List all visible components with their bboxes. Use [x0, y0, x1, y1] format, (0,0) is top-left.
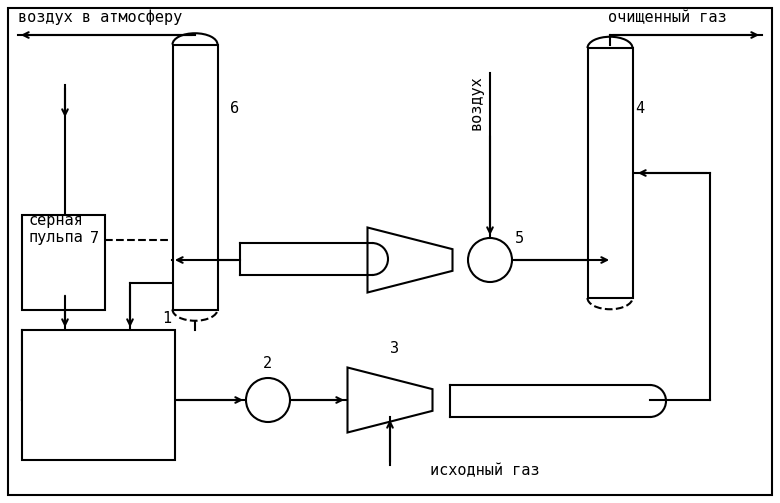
Circle shape: [468, 238, 512, 282]
Bar: [22, 215, 105, 310]
Text: воздух: воздух: [469, 75, 484, 130]
Bar: [172, 44, 218, 309]
Text: 4: 4: [635, 101, 644, 116]
Text: серная
пульпа: серная пульпа: [28, 213, 83, 245]
Text: воздух в атмосферу: воздух в атмосферу: [18, 10, 183, 25]
Text: 2: 2: [263, 356, 272, 371]
Text: 7: 7: [90, 231, 99, 246]
Circle shape: [246, 378, 290, 422]
Text: 1: 1: [162, 311, 171, 326]
Text: 6: 6: [230, 101, 239, 116]
Bar: [587, 48, 633, 298]
Text: 5: 5: [515, 231, 524, 246]
Text: 3: 3: [390, 341, 399, 356]
Text: исходный газ: исходный газ: [430, 463, 540, 478]
Bar: [22, 330, 175, 460]
Text: очищенный газ: очищенный газ: [608, 10, 727, 25]
